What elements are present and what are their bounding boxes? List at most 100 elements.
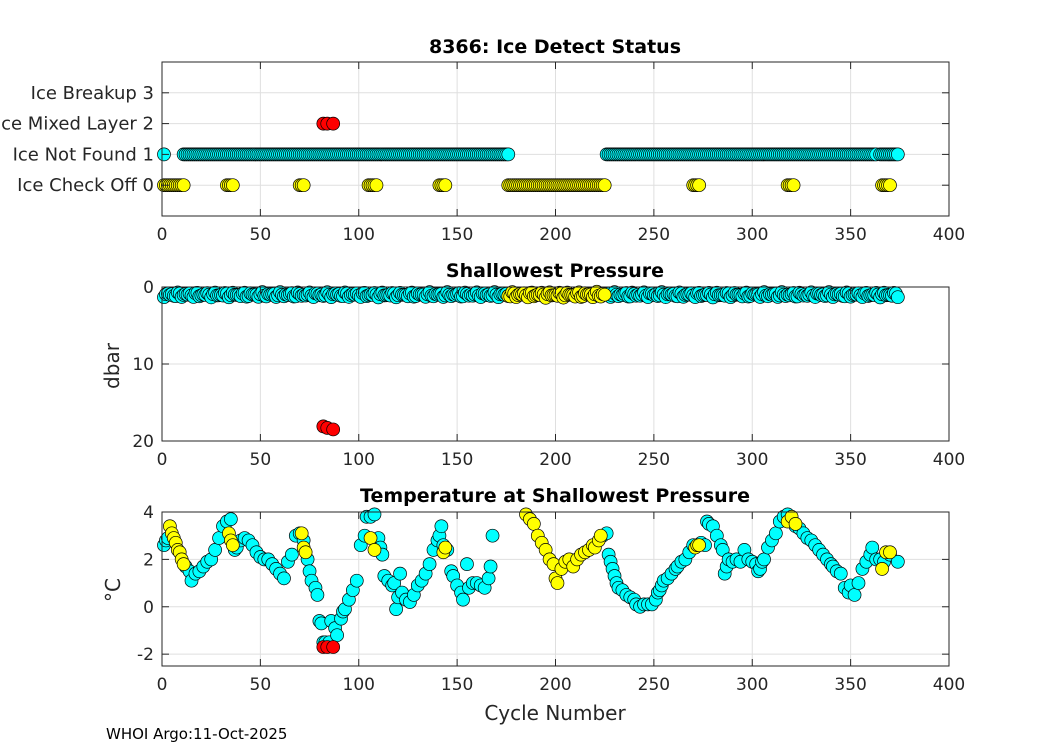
temp-cyan-point xyxy=(757,552,771,567)
status-red-point xyxy=(326,116,341,131)
x-tick-label: 400 xyxy=(933,675,965,695)
temp-cyan-point xyxy=(485,528,500,543)
temp-cyan-point xyxy=(422,557,437,571)
footer-credit: WHOI Argo:11-Oct-2025 xyxy=(106,725,288,743)
y-tick-label: 2 xyxy=(143,550,154,570)
x-tick-label: 250 xyxy=(638,450,670,470)
pressure-cyan-point xyxy=(890,290,905,305)
y-tick-label: 20 xyxy=(132,432,154,452)
status-cyan-point xyxy=(501,147,516,162)
temp-cyan-point xyxy=(393,566,407,581)
y-tick-label: 4 xyxy=(143,503,154,523)
pressure-yellow-point xyxy=(597,287,612,302)
data-points xyxy=(157,116,905,193)
temp-cyan-point xyxy=(224,512,238,526)
x-tick-label: 350 xyxy=(834,225,866,245)
status-cyan-point xyxy=(890,147,905,162)
temp-cyan-point xyxy=(389,602,403,616)
x-tick-label: 100 xyxy=(343,675,375,695)
temp-yellow-point xyxy=(593,528,608,543)
temp-cyan-point xyxy=(285,547,299,562)
pressure-panel: Shallowest Pressure dbar 0 50 100 150 200 250… xyxy=(100,260,965,470)
temp-yellow-point xyxy=(367,543,382,557)
x-tick-label: 250 xyxy=(638,675,670,695)
temp-yellow-point xyxy=(363,531,378,545)
x-tick-label: 400 xyxy=(933,450,965,470)
x-tick-label: 400 xyxy=(933,225,965,245)
x-axis-label: Cycle Number xyxy=(484,701,626,725)
temp-yellow-point xyxy=(298,545,313,560)
x-tick-label: 50 xyxy=(250,675,272,695)
temp-cyan-point xyxy=(208,543,222,557)
x-tick-label: 100 xyxy=(343,225,375,245)
x-tick-label: 300 xyxy=(736,450,768,470)
temp-yellow-point xyxy=(527,516,541,531)
axes: 0 50 100 150 200 250 300 350 400 Ice Check Off 0 I… xyxy=(0,61,965,245)
ice-status-title: 8366: Ice Detect Status xyxy=(429,36,681,58)
temp-yellow-point xyxy=(438,540,453,555)
temp-yellow-point xyxy=(550,576,565,590)
temp-cyan-point xyxy=(865,540,880,555)
temp-cyan-point xyxy=(483,559,498,574)
y-tick-label: Ice Breakup 3 xyxy=(31,83,154,104)
y-tick-label: 10 xyxy=(132,355,154,375)
temp-cyan-point xyxy=(434,519,449,534)
temp-yellow-point xyxy=(788,516,803,531)
status-yellow-point xyxy=(176,178,191,193)
y-tick-label: Ice Mixed Layer 2 xyxy=(0,114,154,135)
temp-yellow-point xyxy=(875,562,889,576)
temp-cyan-point xyxy=(481,571,496,586)
x-tick-label: 300 xyxy=(736,675,768,695)
x-tick-label: 50 xyxy=(250,450,272,470)
temp-yellow-point xyxy=(176,557,191,571)
y-tick-label: -2 xyxy=(137,645,154,665)
x-tick-label: 200 xyxy=(539,225,571,245)
status-yellow-point xyxy=(883,178,897,193)
temp-cyan-point xyxy=(890,554,905,569)
temp-yellow-point xyxy=(225,538,240,553)
axes: 0 50 100 150 200 250 300 350 400 0 10 20 xyxy=(132,278,965,470)
data-points xyxy=(157,507,905,654)
x-tick-label: 300 xyxy=(736,225,768,245)
temperature-panel: Temperature at Shallowest Pressure °C Cy… xyxy=(101,485,965,725)
x-tick-label: 50 xyxy=(250,225,272,245)
x-tick-label: 350 xyxy=(834,675,866,695)
x-tick-label: 250 xyxy=(638,225,670,245)
temp-yellow-point xyxy=(692,538,706,553)
panel-background xyxy=(161,286,950,442)
pressure-title: Shallowest Pressure xyxy=(446,260,664,282)
x-tick-label: 150 xyxy=(441,450,473,470)
temp-cyan-point xyxy=(460,557,474,571)
y-tick-label: 0 xyxy=(143,598,154,618)
status-yellow-point xyxy=(786,178,801,193)
temp-red-point xyxy=(326,640,341,654)
x-tick-label: 200 xyxy=(539,675,571,695)
data-points xyxy=(157,284,905,437)
x-tick-label: 0 xyxy=(157,675,168,695)
y-tick-label: Ice Check Off 0 xyxy=(17,175,154,196)
status-yellow-point xyxy=(296,178,311,193)
temp-cyan-point xyxy=(310,588,325,602)
temp-cyan-point xyxy=(349,573,364,588)
status-yellow-point xyxy=(438,178,453,193)
pressure-red-point xyxy=(326,422,341,437)
temperature-ylabel: °C xyxy=(101,578,125,602)
status-yellow-point xyxy=(692,178,706,193)
temp-yellow-point xyxy=(294,526,309,541)
x-tick-label: 200 xyxy=(539,450,571,470)
panel-background xyxy=(161,62,950,216)
y-tick-label: Ice Not Found 1 xyxy=(13,144,154,165)
ice-status-panel: 8366: Ice Detect Status 0 50 100 150 200 250 3… xyxy=(0,36,965,245)
temp-cyan-point xyxy=(769,526,783,541)
temp-cyan-point xyxy=(833,566,848,581)
x-tick-label: 150 xyxy=(441,675,473,695)
x-tick-label: 0 xyxy=(157,450,168,470)
temp-cyan-point xyxy=(847,588,862,602)
temp-cyan-point xyxy=(277,571,291,586)
temp-cyan-point xyxy=(456,592,470,607)
temp-yellow-point xyxy=(883,545,897,560)
x-tick-label: 100 xyxy=(343,450,375,470)
status-yellow-point xyxy=(225,178,240,193)
